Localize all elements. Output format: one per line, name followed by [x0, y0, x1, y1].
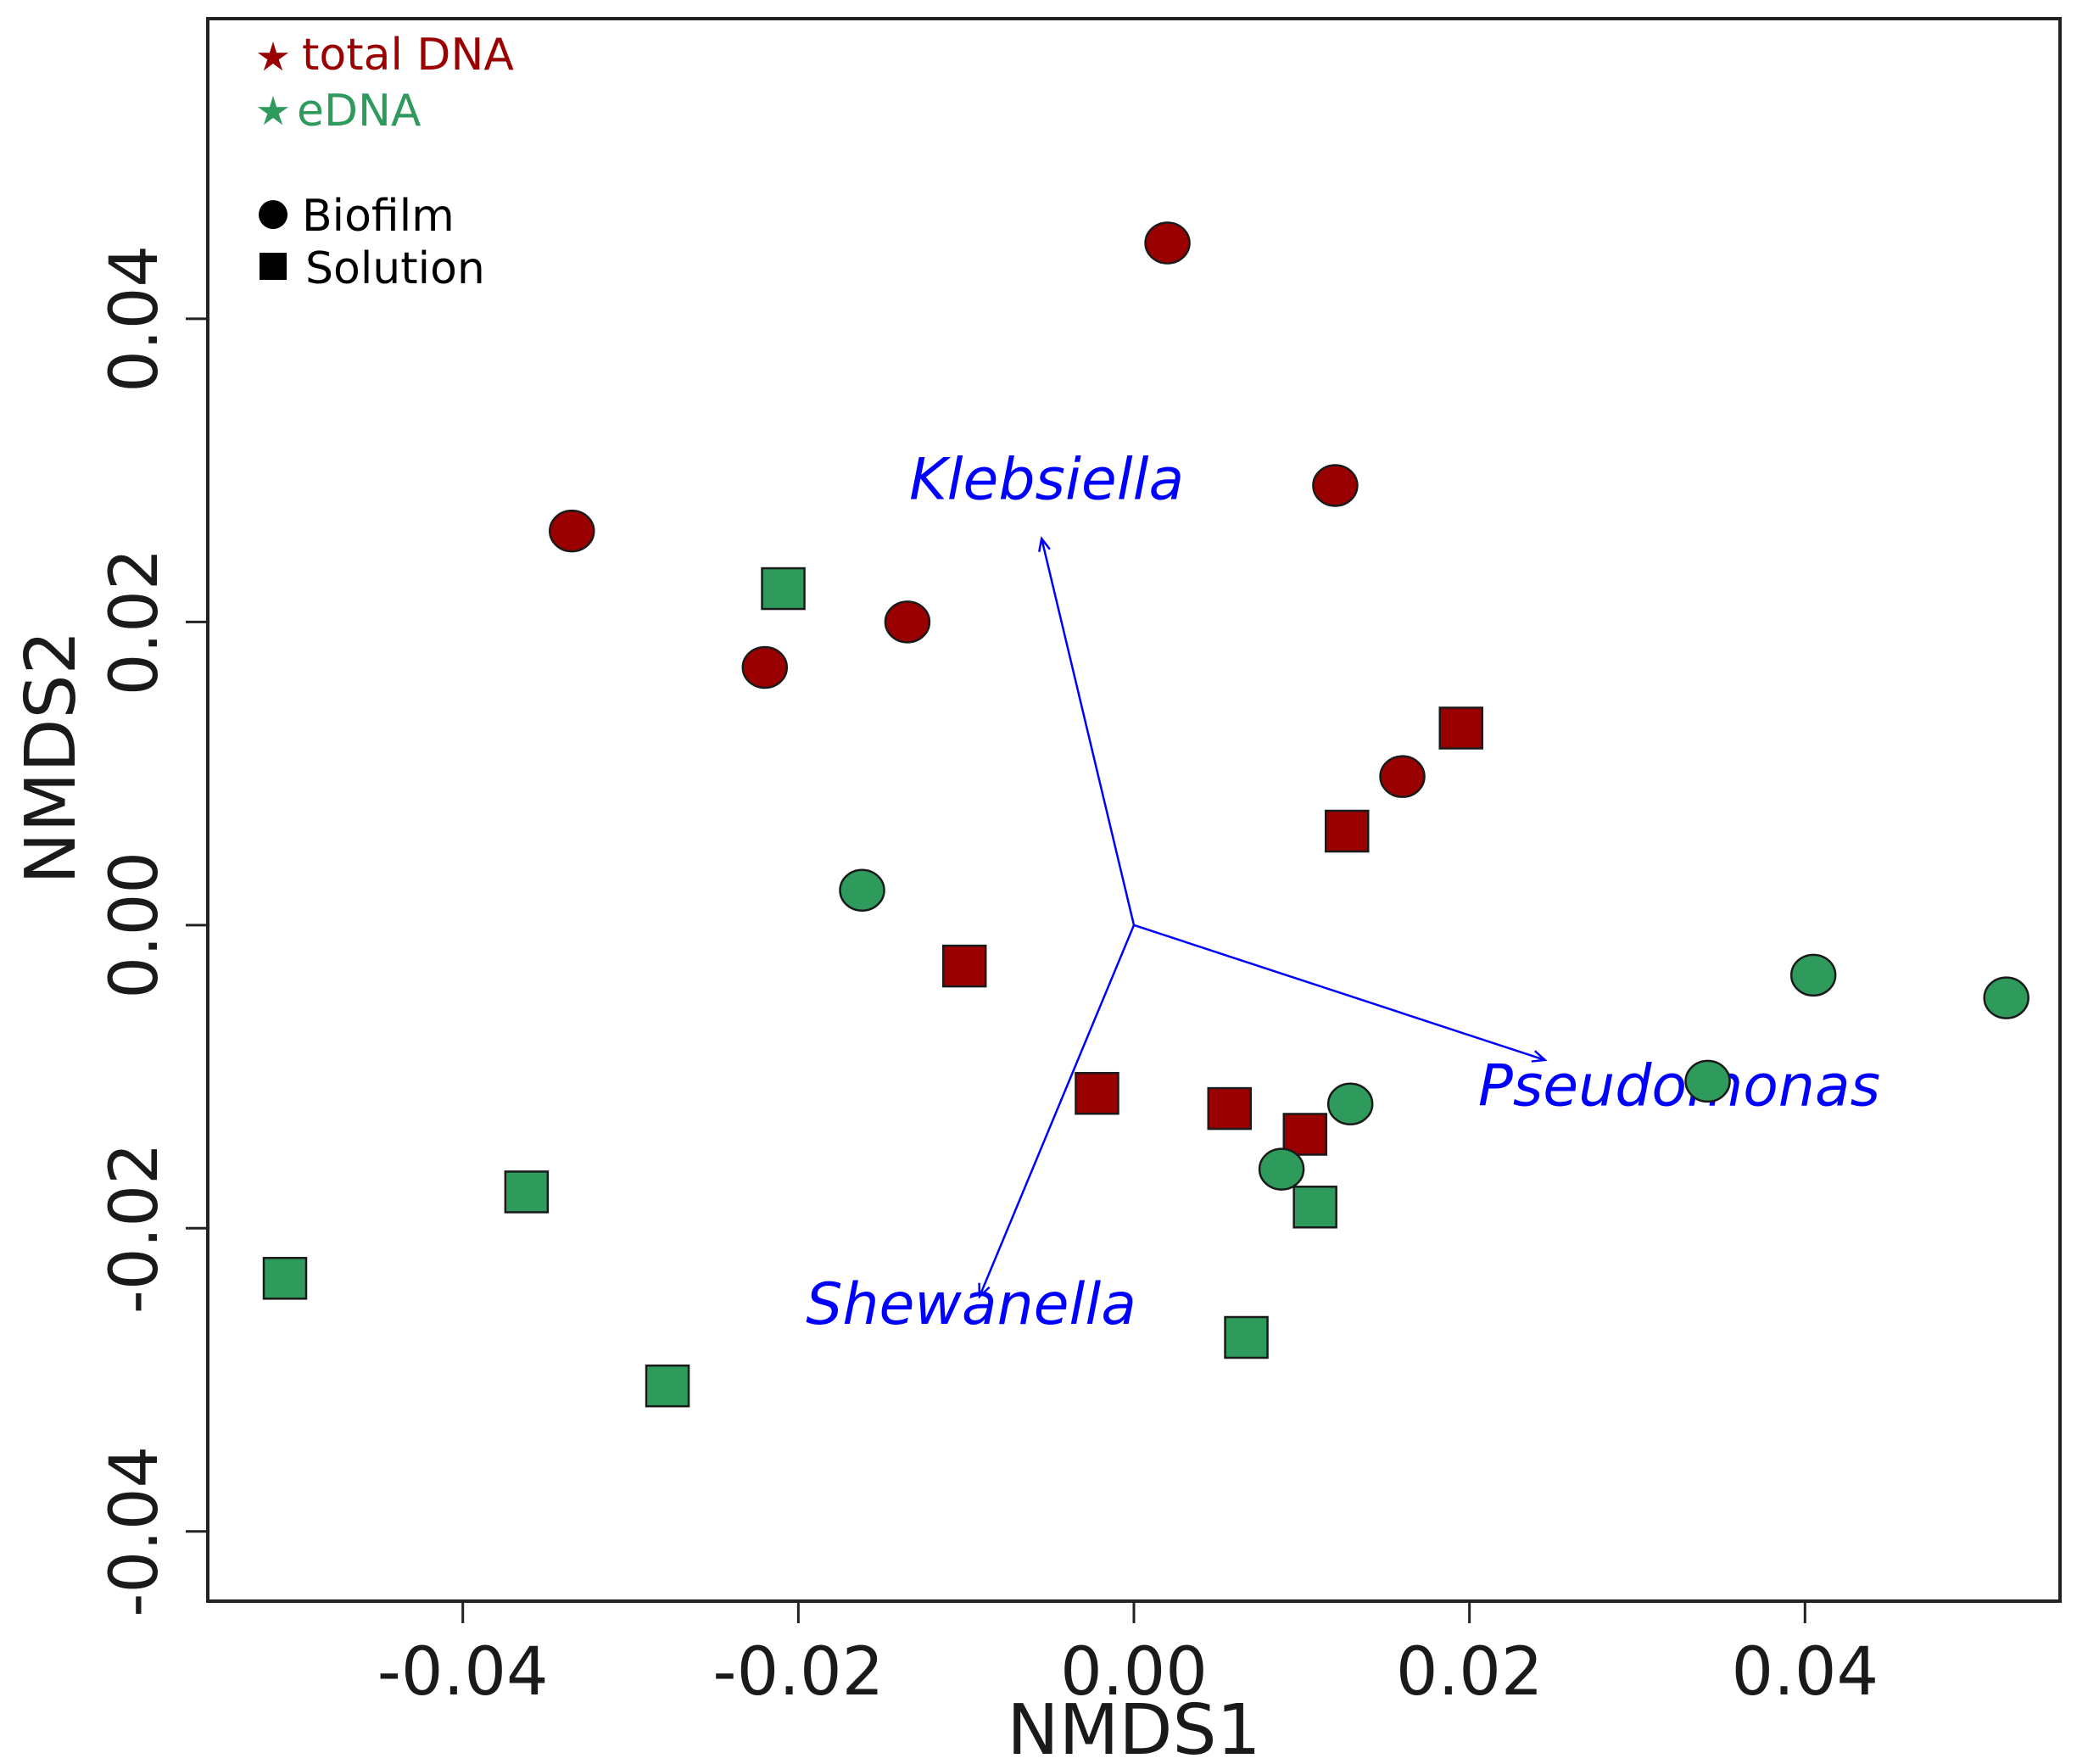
point-edna-biofilm [839, 868, 885, 912]
legend: total DNA eDNA Biofilm Solution [257, 30, 514, 294]
vector-label-klebsiella: Klebsiella [909, 447, 1184, 514]
point-edna-biofilm [1684, 1059, 1731, 1103]
x-tick-label: 0.00 [1060, 1634, 1208, 1711]
plot-frame [206, 17, 2062, 1603]
point-total-dna-biofilm [1144, 221, 1191, 265]
vector-pseudomonas [1133, 924, 1546, 1062]
y-tick-label: 0.04 [97, 245, 173, 393]
point-total-dna-solution [1438, 706, 1484, 750]
point-total-dna-biofilm [1379, 755, 1426, 798]
point-edna-biofilm [1258, 1147, 1305, 1191]
vector-shewanella [978, 924, 1136, 1298]
point-edna-biofilm [1983, 976, 2029, 1019]
y-tick-label: 0.02 [97, 549, 173, 696]
legend-edna-label: eDNA [297, 86, 422, 137]
point-total-dna-biofilm [884, 600, 931, 644]
point-edna-solution [1224, 1315, 1269, 1359]
y-tick-label: -0.04 [97, 1446, 173, 1617]
vector-klebsiella [1040, 538, 1136, 926]
legend-biofilm-label: Biofilm [302, 191, 455, 242]
y-tick-label: -0.02 [97, 1142, 173, 1314]
point-edna-solution [504, 1170, 550, 1214]
vector-label-pseudomonas: Pseudomonas [1478, 1053, 1880, 1120]
vector-arrowhead-shewanella [978, 1282, 991, 1299]
point-total-dna-solution [1282, 1113, 1328, 1156]
vectors-layer: Klebsiella Pseudomonas Shewanella [806, 447, 1880, 1338]
vector-arrowhead-pseudomonas [1531, 1050, 1548, 1063]
point-total-dna-solution [1075, 1071, 1119, 1115]
x-axis-title: NMDS1 [1007, 1690, 1260, 1764]
point-total-dna-solution [941, 944, 987, 988]
y-axis: -0.04 -0.02 0.00 0.02 0.04 [97, 245, 208, 1617]
x-tick-label: -0.02 [712, 1634, 884, 1711]
point-edna-solution [761, 567, 806, 611]
point-total-dna-biofilm [741, 645, 789, 689]
legend-solution-square-icon [260, 253, 287, 280]
point-edna-biofilm [1326, 1082, 1374, 1125]
point-edna-solution [262, 1257, 308, 1300]
vector-arrowhead-klebsiella [1038, 536, 1051, 553]
point-edna-solution [1292, 1186, 1337, 1229]
legend-biofilm-circle-icon [259, 200, 288, 229]
point-total-dna-biofilm [1312, 464, 1359, 507]
legend-edna-star-icon [257, 96, 289, 126]
x-tick-label: 0.04 [1731, 1634, 1879, 1711]
vector-label-shewanella: Shewanella [806, 1271, 1136, 1338]
legend-total-dna-star-icon [257, 42, 289, 71]
legend-solution-label: Solution [305, 243, 485, 294]
point-edna-solution [645, 1364, 690, 1408]
points-layer [262, 221, 2029, 1408]
point-total-dna-biofilm [549, 509, 595, 553]
y-tick-label: 0.00 [97, 851, 173, 999]
point-total-dna-solution [1207, 1086, 1253, 1130]
x-axis: -0.04 -0.02 0.00 0.02 0.04 [377, 1601, 1879, 1711]
point-edna-biofilm [1789, 953, 1837, 997]
legend-total-dna-label: total DNA [302, 30, 514, 81]
point-total-dna-solution [1324, 809, 1370, 853]
y-axis-title: NMDS2 [11, 630, 92, 884]
x-tick-label: 0.02 [1396, 1634, 1544, 1711]
x-tick-label: -0.04 [377, 1634, 549, 1711]
